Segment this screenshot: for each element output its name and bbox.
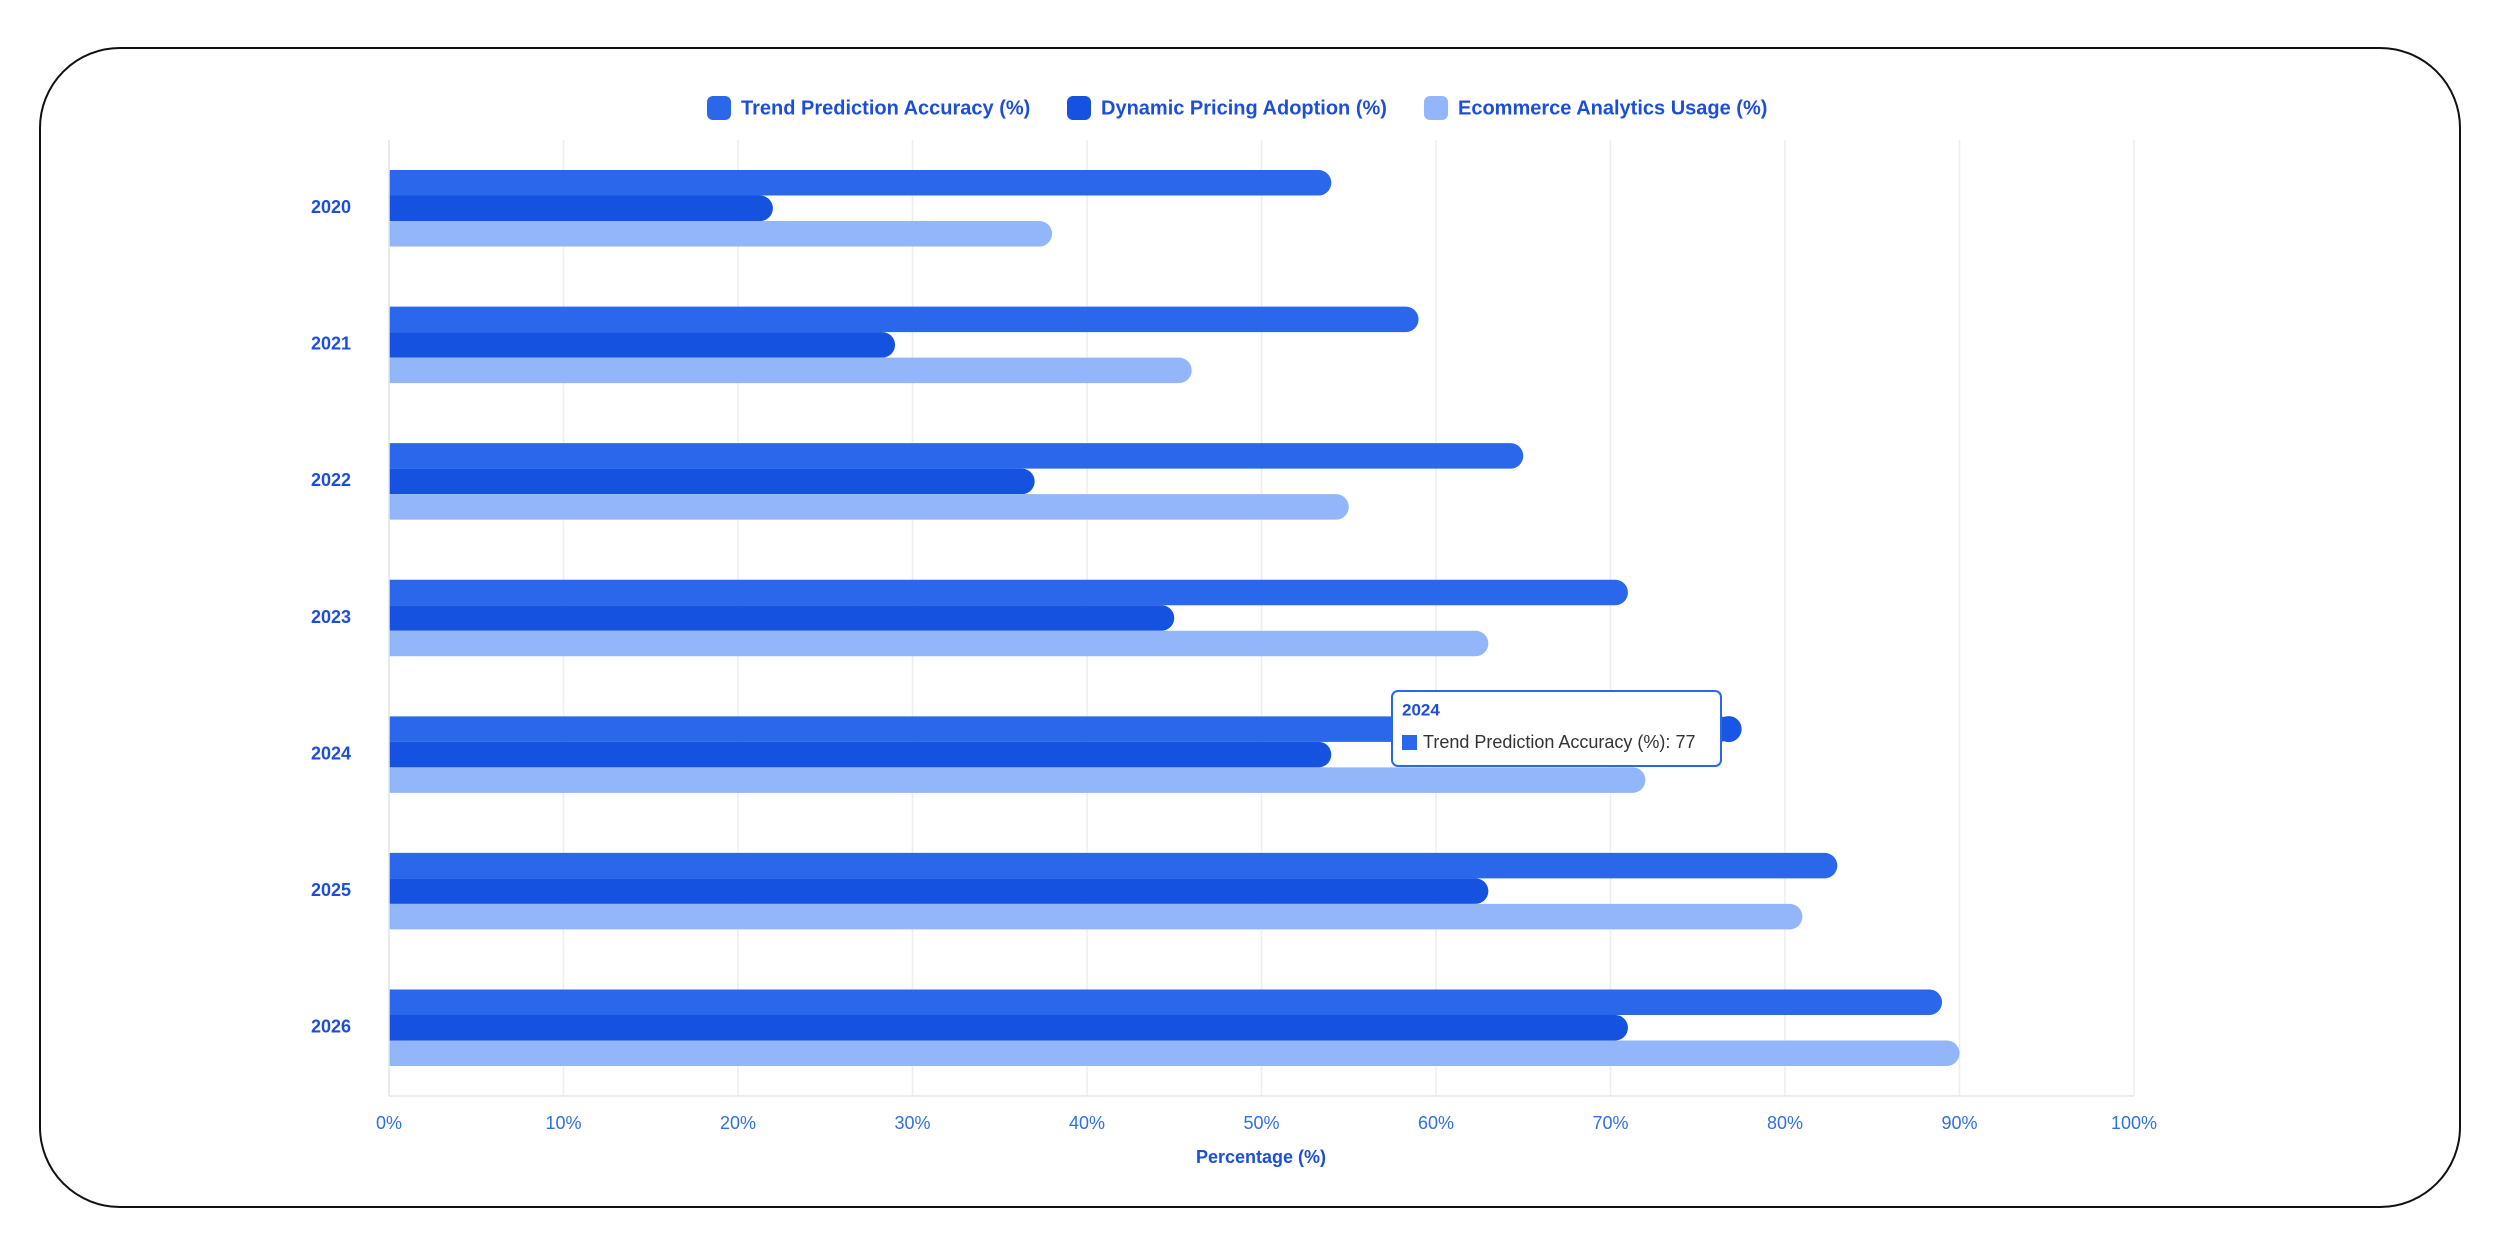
legend-swatch [1424,96,1448,120]
legend: Trend Prediction Accuracy (%) Dynamic Pri… [707,96,1767,120]
bar [389,741,1332,768]
y-tick-label: 2025 [311,880,351,900]
tooltip-text: Trend Prediction Accuracy (%): 77 [1423,732,1695,752]
hover-marker [1715,716,1742,743]
bar [389,579,1628,606]
bar [389,468,1035,495]
legend-label: Ecommerce Analytics Usage (%) [1458,97,1767,119]
tooltip-sep: : [1665,732,1675,752]
y-tick-label: 2023 [311,607,351,627]
bar [389,306,1419,333]
bar [389,195,773,222]
bar [389,494,1349,520]
tooltip-value: 77 [1675,732,1695,752]
y-tick-label: 2026 [311,1016,351,1036]
x-tick-label: 90% [1941,1113,1977,1133]
bar [389,989,1943,1015]
y-tick-label: 2021 [311,334,351,354]
x-tick-label: 10% [545,1113,581,1133]
x-tick-label: 60% [1418,1113,1454,1133]
bar [389,767,1646,793]
tooltip: 2024 Trend Prediction Accuracy (%): 77 [1391,690,1742,767]
bar [389,903,1803,930]
bar [389,1040,1960,1066]
x-tick-label: 0% [376,1113,402,1133]
legend-label: Trend Prediction Accuracy (%) [741,97,1030,119]
x-tick-label: 50% [1243,1113,1279,1133]
bars [389,170,1960,1066]
x-tick-label: 20% [720,1113,756,1133]
bar [389,443,1524,469]
x-axis-title: Percentage (%) [1196,1147,1326,1167]
bar [389,878,1489,904]
tooltip-series: Trend Prediction Accuracy (%) [1423,732,1665,752]
tooltip-title: 2024 [1402,700,1440,719]
bar [389,357,1192,384]
bar [389,852,1838,879]
bar [389,332,896,358]
tooltip-box [1391,690,1722,767]
bar [389,1014,1628,1041]
x-tick-label: 80% [1767,1113,1803,1133]
y-tick-label: 2020 [311,197,351,217]
x-tick-label: 40% [1069,1113,1105,1133]
x-tick-label: 70% [1592,1113,1628,1133]
axes: 0% 10% 20% 30% 40% 50% 60% 70% 80% 90% 100% 2020 202… [311,140,2157,1133]
bar [389,221,1053,247]
legend-swatch [707,96,731,120]
legend-label: Dynamic Pricing Adoption (%) [1101,97,1387,119]
bar [389,630,1489,657]
legend-swatch [1067,96,1091,120]
x-tick-label: 30% [894,1113,930,1133]
bar [389,170,1332,196]
x-tick-label: 100% [2111,1113,2157,1133]
bar [389,605,1175,631]
tooltip-swatch [1402,735,1417,750]
y-tick-label: 2022 [311,470,351,490]
y-tick-label: 2024 [311,743,351,763]
